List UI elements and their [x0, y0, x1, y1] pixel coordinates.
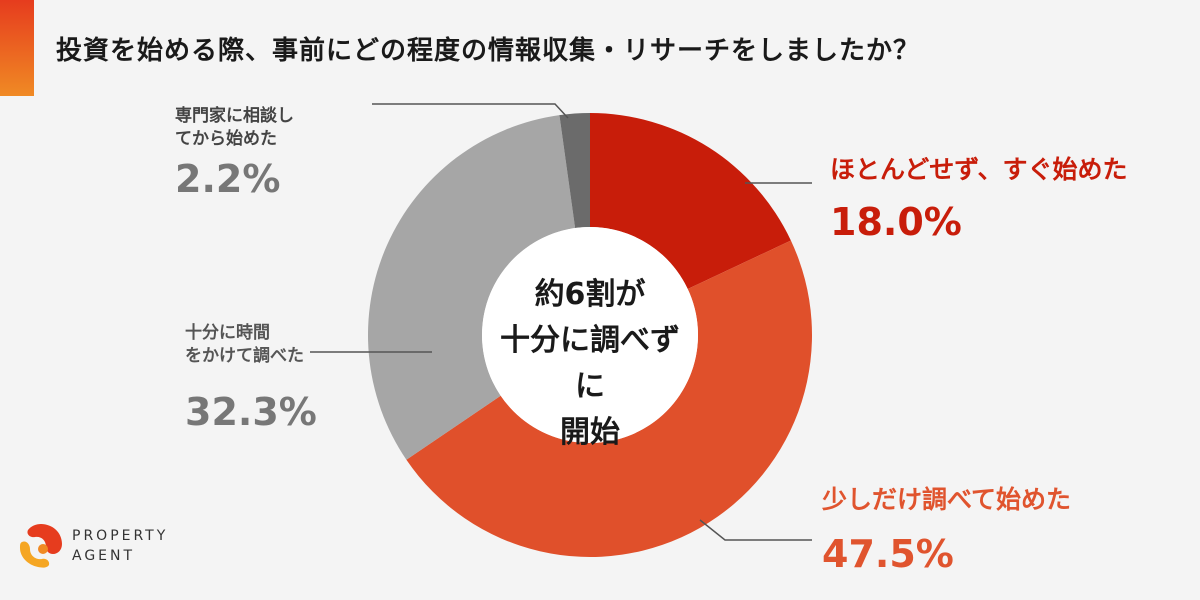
- slice-value-3: 32.3%: [185, 390, 317, 434]
- slice-label-1: ほとんどせず、すぐ始めた 18.0%: [830, 150, 1128, 244]
- donut-slice-4: [559, 113, 590, 229]
- leader-line-2: [699, 519, 812, 541]
- slice-name-1: ほとんどせず、すぐ始めた: [830, 155, 1128, 184]
- property-agent-logo-text: PROPERTY AGENT: [72, 526, 168, 566]
- slice-name-2: 少しだけ調べて始めた: [822, 485, 1072, 514]
- center-line-1: 約6割が: [534, 277, 646, 312]
- donut-hole: [482, 227, 698, 443]
- donut-slice-2: [406, 240, 812, 557]
- property-agent-logo-icon: [20, 524, 63, 568]
- logo-line-2: AGENT: [72, 548, 136, 564]
- leader-line-4: [372, 103, 569, 119]
- slice-name-4: 専門家に相談し てから始めた: [175, 106, 294, 149]
- slice-value-2: 47.5%: [822, 532, 954, 576]
- center-line-3: 開始: [560, 415, 620, 450]
- logo-line-1: PROPERTY: [72, 528, 169, 544]
- donut-slice-3: [368, 115, 576, 460]
- slice-label-4: 専門家に相談し てから始めた 2.2%: [175, 105, 294, 201]
- slice-value-1: 18.0%: [830, 200, 962, 244]
- accent-bar: [0, 0, 34, 96]
- chart-title: 投資を始める際、事前にどの程度の情報収集・リサーチをしましたか？: [56, 36, 921, 66]
- slice-label-3: 十分に時間 をかけて調べた 32.3%: [185, 322, 317, 434]
- donut-slice-1: [590, 113, 791, 290]
- slice-name-3: 十分に時間 をかけて調べた: [185, 323, 304, 366]
- slice-label-2: 少しだけ調べて始めた 47.5%: [822, 480, 1071, 576]
- center-line-2: 十分に調べずに: [500, 323, 680, 404]
- slice-value-4: 2.2%: [175, 157, 281, 201]
- center-annotation: 約6割が 十分に調べずに 開始: [490, 272, 690, 456]
